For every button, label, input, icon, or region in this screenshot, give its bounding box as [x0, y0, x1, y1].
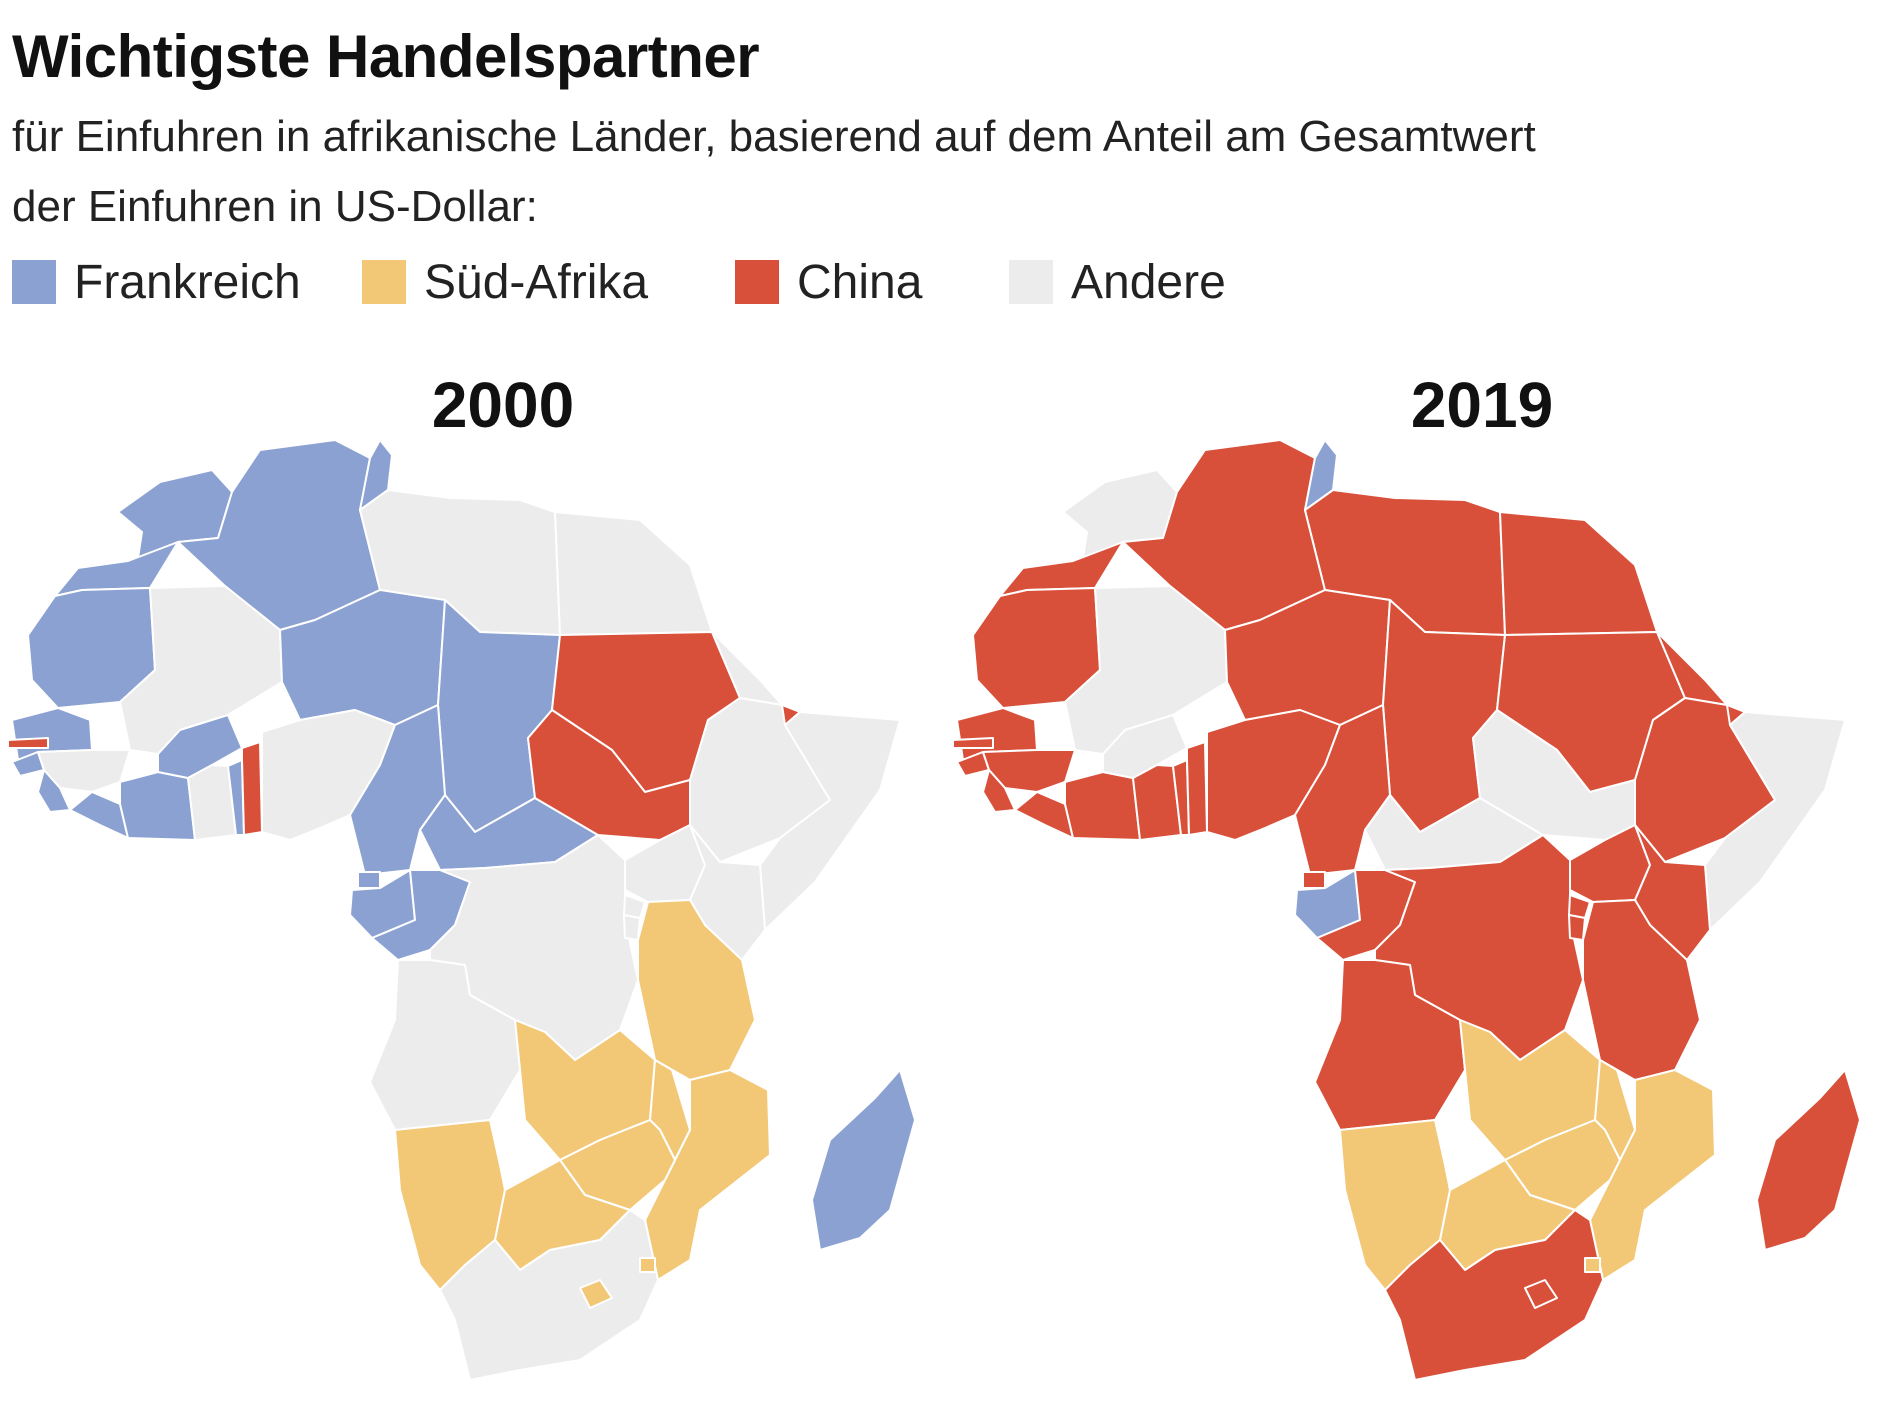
- country-ethiopia: [689, 697, 831, 863]
- legend-swatch-andere: [1009, 260, 1053, 304]
- legend-item-andere: Andere: [1009, 252, 1226, 312]
- country-gambia: [7, 737, 49, 749]
- chart-subtitle: für Einfuhren in afrikanische Länder, ba…: [12, 102, 1872, 242]
- country-mozambique: [644, 1069, 771, 1281]
- legend-label-sued-afrika: Süd-Afrika: [424, 255, 649, 309]
- legend-swatch-china: [735, 260, 779, 304]
- country-benin: [1186, 741, 1208, 836]
- country-eq-guinea: [357, 871, 381, 889]
- map-2019: [952, 439, 1861, 1381]
- chart-title: Wichtigste Handelspartner: [12, 23, 760, 90]
- country-madagascar: [811, 1069, 916, 1251]
- subtitle-line-1: für Einfuhren in afrikanische Länder, ba…: [12, 112, 1536, 161]
- country-burundi: [1568, 914, 1586, 941]
- country-gambia: [952, 737, 994, 749]
- legend-label-andere: Andere: [1071, 255, 1226, 309]
- country-mozambique: [1589, 1069, 1716, 1281]
- country-sierra-leone: [37, 769, 71, 813]
- country-eswatini: [639, 1257, 656, 1273]
- country-ivory-coast: [119, 771, 196, 841]
- country-burkina-faso: [157, 714, 243, 779]
- map-title-2000: 2000: [431, 369, 575, 441]
- map-title-2019: 2019: [1410, 369, 1554, 441]
- legend-item-frankreich: Frankreich: [12, 252, 301, 312]
- country-madagascar: [1756, 1069, 1861, 1251]
- legend-item-china: China: [735, 252, 922, 312]
- country-ivory-coast: [1064, 771, 1141, 841]
- map-2000: [7, 439, 916, 1381]
- legend-swatch-sued-afrika: [362, 260, 406, 304]
- country-lesotho: [1524, 1279, 1558, 1309]
- country-lesotho: [579, 1279, 613, 1309]
- legend: Frankreich Süd-Afrika China Andere: [12, 252, 1872, 312]
- country-burundi: [623, 914, 641, 941]
- legend-label-china: China: [797, 255, 923, 309]
- subtitle-line-2: der Einfuhren in US-Dollar:: [12, 182, 538, 231]
- country-sierra-leone: [982, 769, 1016, 813]
- country-benin: [241, 741, 263, 836]
- legend-label-frankreich: Frankreich: [74, 255, 301, 309]
- country-south-africa: [439, 1209, 659, 1381]
- country-south-sudan: [1472, 709, 1636, 841]
- country-eswatini: [1584, 1257, 1601, 1273]
- country-egypt: [1499, 511, 1658, 636]
- legend-item-sued-afrika: Süd-Afrika: [362, 252, 648, 312]
- country-ethiopia: [1634, 697, 1776, 863]
- country-south-sudan: [527, 709, 691, 841]
- country-egypt: [554, 511, 713, 636]
- country-south-africa: [1384, 1209, 1604, 1381]
- country-eq-guinea: [1302, 871, 1326, 889]
- country-burkina-faso: [1102, 714, 1188, 779]
- legend-swatch-frankreich: [12, 260, 56, 304]
